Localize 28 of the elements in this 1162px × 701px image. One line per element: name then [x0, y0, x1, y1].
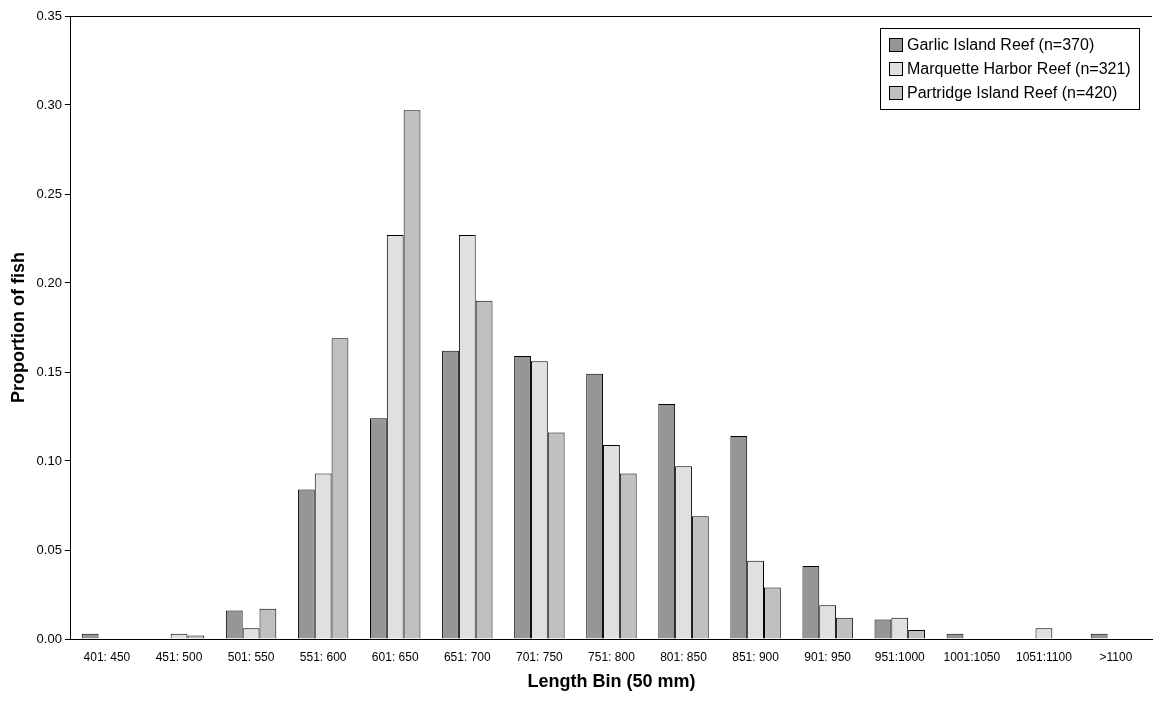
- y-tick-label: 0.00: [36, 630, 62, 646]
- x-tick-label: 751: 800: [588, 649, 636, 664]
- x-tick-label: 1051:1100: [1015, 649, 1073, 664]
- legend-label: Marquette Harbor Reef (n=321): [907, 60, 1131, 78]
- y-tick-label: 0.25: [36, 185, 62, 201]
- legend-label: Garlic Island Reef (n=370): [907, 36, 1095, 54]
- y-tick-label: 0.30: [36, 96, 62, 112]
- y-tick-label: 0.05: [36, 541, 62, 557]
- y-axis-title: Proportion of fish: [7, 252, 28, 403]
- x-tick-label: 501: 550: [227, 649, 275, 664]
- y-tick-label: 0.10: [36, 452, 62, 468]
- x-tick-label: 451: 500: [155, 649, 203, 664]
- x-tick-label: 701: 750: [516, 649, 564, 664]
- x-tick-label: 551: 600: [299, 649, 347, 664]
- x-tick-label: 601: 650: [371, 649, 419, 664]
- legend-label: Partridge Island Reef (n=420): [907, 84, 1118, 102]
- x-tick-label: 401: 450: [83, 649, 131, 664]
- y-tick-label: 0.35: [36, 7, 62, 23]
- x-tick-label: 651: 700: [443, 649, 491, 664]
- x-tick-label: 1001:1050: [943, 649, 1001, 664]
- x-tick-label: 851: 900: [732, 649, 780, 664]
- y-tick-label: 0.15: [36, 363, 62, 379]
- x-axis-title: Length Bin (50 mm): [527, 671, 696, 692]
- x-tick-label: 801: 850: [660, 649, 708, 664]
- x-tick-label: >1100: [1099, 649, 1133, 664]
- x-tick-label: 901: 950: [804, 649, 852, 664]
- x-tick-label: 951:1000: [874, 649, 926, 664]
- y-tick-label: 0.20: [36, 274, 62, 290]
